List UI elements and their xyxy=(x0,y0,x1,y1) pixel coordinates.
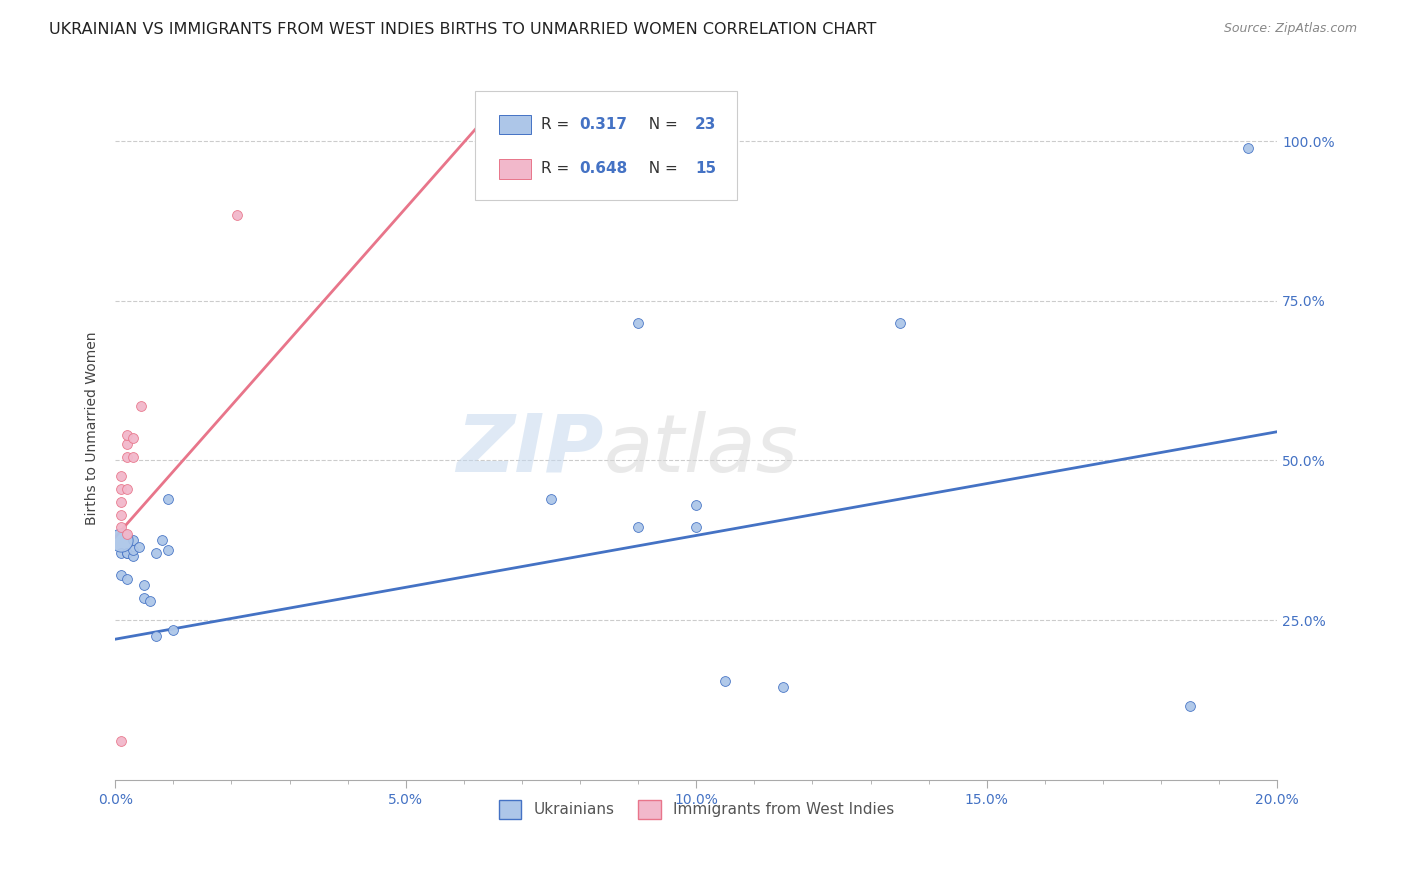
Point xyxy=(110,520,132,534)
Point xyxy=(1178,699,1201,714)
Y-axis label: Births to Unmarried Women: Births to Unmarried Women xyxy=(86,332,100,525)
Text: 23: 23 xyxy=(695,117,717,132)
Point xyxy=(110,469,132,483)
Point xyxy=(1237,141,1260,155)
Text: 0.317: 0.317 xyxy=(579,117,627,132)
Text: atlas: atlas xyxy=(603,410,799,489)
Text: Source: ZipAtlas.com: Source: ZipAtlas.com xyxy=(1223,22,1357,36)
Point xyxy=(150,533,173,548)
Text: R =: R = xyxy=(540,117,574,132)
FancyBboxPatch shape xyxy=(475,92,737,201)
Point xyxy=(889,316,911,330)
Point xyxy=(685,498,707,512)
Point xyxy=(110,734,132,748)
Point xyxy=(115,546,138,560)
Text: UKRAINIAN VS IMMIGRANTS FROM WEST INDIES BIRTHS TO UNMARRIED WOMEN CORRELATION C: UKRAINIAN VS IMMIGRANTS FROM WEST INDIES… xyxy=(49,22,876,37)
Legend: Ukrainians, Immigrants from West Indies: Ukrainians, Immigrants from West Indies xyxy=(492,794,900,824)
Point xyxy=(115,572,138,586)
Point xyxy=(110,508,132,522)
Text: 0.648: 0.648 xyxy=(579,161,627,177)
Point xyxy=(110,546,132,560)
Point xyxy=(134,591,156,605)
Point xyxy=(134,578,156,592)
Text: N =: N = xyxy=(640,117,683,132)
Point xyxy=(110,482,132,496)
Point xyxy=(121,542,143,557)
Point xyxy=(115,450,138,465)
Point xyxy=(156,491,179,506)
Point xyxy=(156,542,179,557)
Point xyxy=(162,623,184,637)
Text: ZIP: ZIP xyxy=(456,410,603,489)
Point xyxy=(115,526,138,541)
Point xyxy=(627,316,650,330)
FancyBboxPatch shape xyxy=(499,115,531,135)
Point xyxy=(121,450,143,465)
Point xyxy=(110,568,132,582)
Point xyxy=(772,680,794,694)
Point xyxy=(121,549,143,564)
Point xyxy=(115,482,138,496)
Text: N =: N = xyxy=(640,161,683,177)
Point xyxy=(714,673,737,688)
Point xyxy=(627,520,650,534)
Point xyxy=(121,533,143,548)
Text: R =: R = xyxy=(540,161,574,177)
Point xyxy=(110,495,132,509)
Point xyxy=(685,520,707,534)
Point xyxy=(115,437,138,451)
Point xyxy=(128,540,150,554)
Point xyxy=(110,533,132,548)
Text: 15: 15 xyxy=(695,161,716,177)
Point xyxy=(145,546,167,560)
Point xyxy=(121,431,143,445)
Point xyxy=(145,629,167,643)
Point xyxy=(131,399,153,413)
Point xyxy=(139,594,162,608)
Point xyxy=(115,428,138,442)
Point xyxy=(226,208,249,222)
Point xyxy=(115,546,138,560)
Point xyxy=(540,491,562,506)
FancyBboxPatch shape xyxy=(499,159,531,178)
